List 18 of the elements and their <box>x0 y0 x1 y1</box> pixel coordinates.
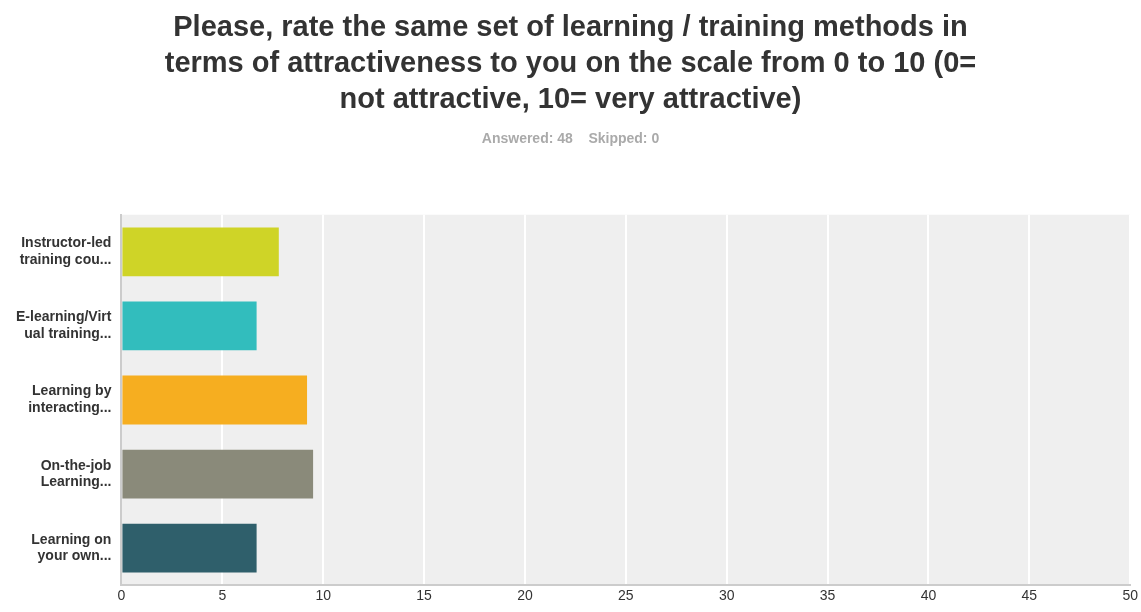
y-tick-label: Learning by interacting... <box>28 382 112 416</box>
x-tick-label: 5 <box>218 587 227 604</box>
x-tick-label: 10 <box>315 587 332 604</box>
x-tick-label: 40 <box>920 587 937 604</box>
y-tick-label: On-the-job Learning... <box>40 456 112 490</box>
chart-title: Please, rate the same set of learning / training methods in terms of attractiveness to you on the scale from 0 to 10 (0= not attractive, 10= very attractive) <box>163 9 978 116</box>
x-tick-label: 30 <box>718 587 735 604</box>
x-tick-label: 35 <box>819 587 836 604</box>
chart-subtitle: Answered: 48 Skipped: 0 <box>480 130 661 146</box>
x-tick-label: 0 <box>117 587 126 604</box>
x-tick-label: 15 <box>416 587 433 604</box>
y-tick-label: Instructor-led training cou... <box>19 234 112 268</box>
x-tick-label: 20 <box>517 587 533 604</box>
y-tick-label: Learning on your own... <box>31 530 112 564</box>
y-tick-label: E-learning/Virtual training... <box>15 308 112 342</box>
x-tick-label: 25 <box>618 587 634 604</box>
x-tick-label: 50 <box>1122 587 1139 604</box>
x-tick-label: 45 <box>1021 587 1038 604</box>
